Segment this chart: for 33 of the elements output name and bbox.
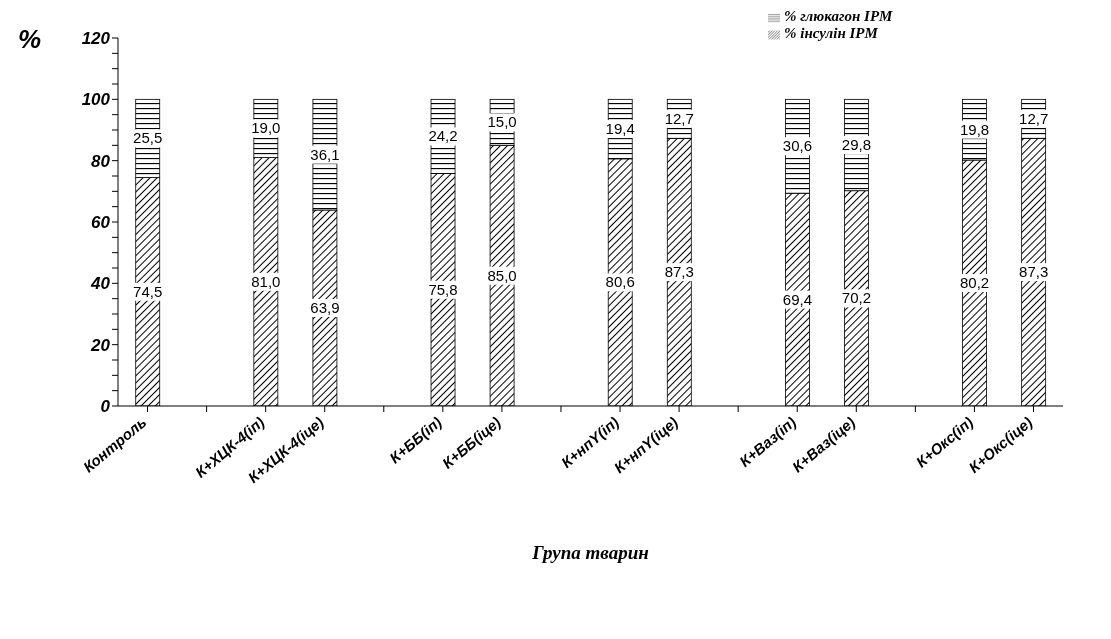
legend-label: % інсулін IPM xyxy=(784,25,878,41)
data-label: 85,0 xyxy=(487,266,517,284)
y-tick-label: 120 xyxy=(81,29,111,49)
legend-label: % глюкагон IPM xyxy=(784,8,893,24)
data-label: 69,4 xyxy=(782,290,813,308)
data-label: 15,0 xyxy=(487,113,517,131)
data-label: 70,2 xyxy=(841,289,872,307)
data-label: 87,3 xyxy=(1019,263,1049,281)
data-label: 24,2 xyxy=(428,127,458,145)
data-label: 19,0 xyxy=(251,119,281,137)
data-label: 29,8 xyxy=(841,136,872,154)
data-label: 19,4 xyxy=(605,120,635,138)
y-tick-label: 60 xyxy=(91,213,111,233)
y-tick-label: 20 xyxy=(90,335,111,355)
y-axis-title: % xyxy=(18,24,42,55)
y-tick-label: 0 xyxy=(100,397,111,417)
y-tick-label: 80 xyxy=(91,151,111,171)
data-label: 63,9 xyxy=(310,299,340,317)
y-tick-label: 100 xyxy=(81,90,111,110)
data-label: 81,0 xyxy=(251,272,281,290)
data-label: 87,3 xyxy=(664,263,694,281)
data-label: 12,7 xyxy=(664,109,694,127)
data-label: 30,6 xyxy=(782,137,813,155)
data-label: 19,8 xyxy=(959,120,990,138)
y-tick-label: 40 xyxy=(90,274,111,294)
data-label: 80,2 xyxy=(959,274,990,292)
data-label: 80,6 xyxy=(605,273,635,291)
data-label: 75,8 xyxy=(428,280,458,298)
x-axis-title: Група тварин xyxy=(531,542,649,564)
data-label: 12,7 xyxy=(1019,109,1049,127)
data-label: 74,5 xyxy=(133,282,163,300)
data-label: 25,5 xyxy=(133,129,163,147)
data-label: 36,1 xyxy=(310,145,340,163)
